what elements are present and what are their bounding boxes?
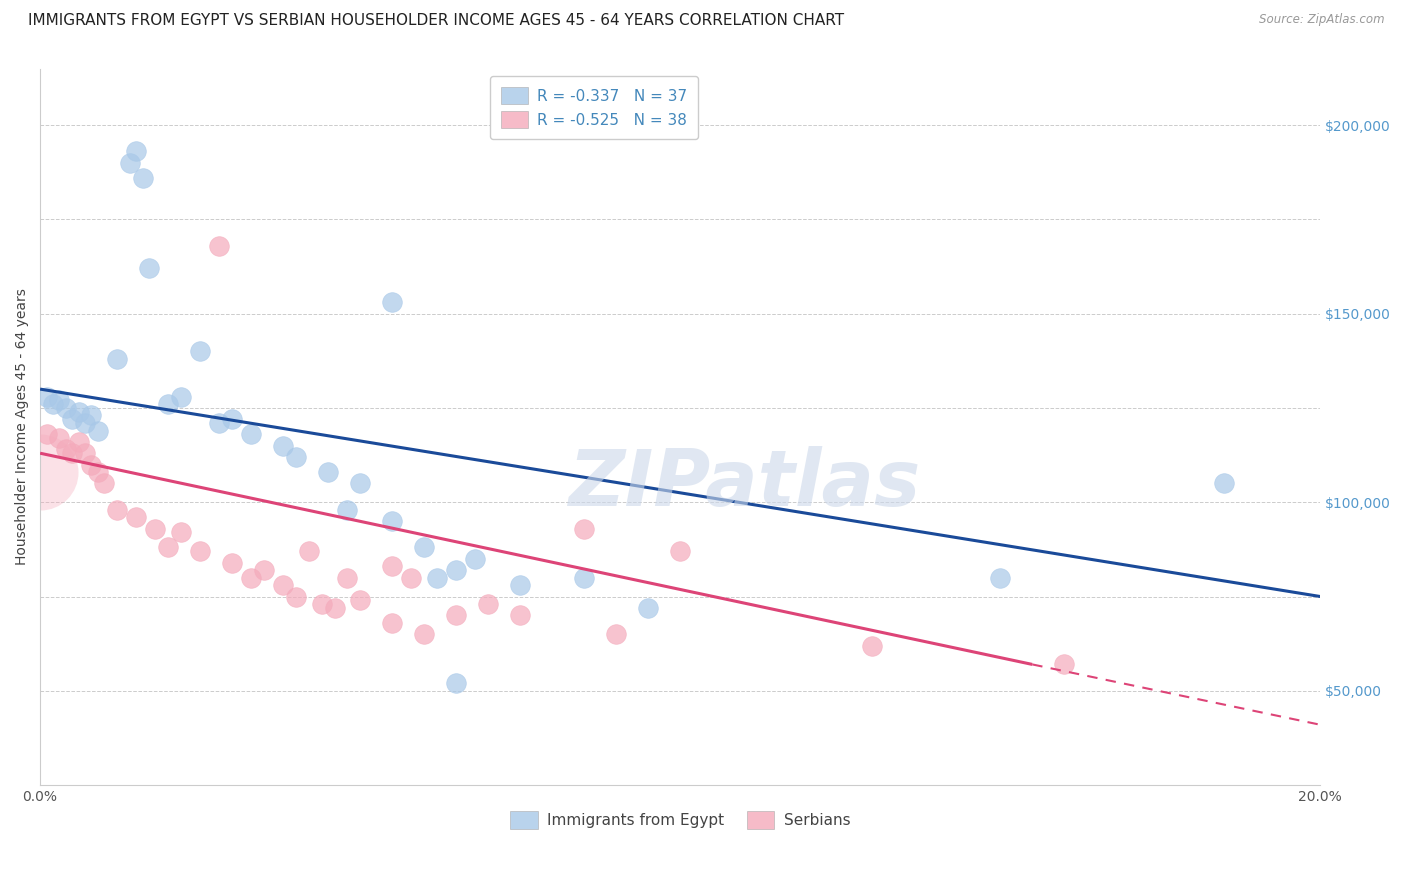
Point [60,446,83,460]
Point [55,442,77,457]
Point [221,556,243,570]
Point [444,563,467,577]
Point [157,541,180,555]
Point [125,145,148,159]
Point [311,597,333,611]
Point [1053,657,1076,672]
Point [87,424,110,438]
Point [143,522,166,536]
Point [572,571,595,585]
Point [80,409,103,423]
Point [285,590,308,604]
Point [323,600,346,615]
Point [316,465,339,479]
Point [30,465,52,479]
Point [73,416,96,430]
Point [1213,476,1236,491]
Point [605,627,627,641]
Point [170,390,193,404]
Point [55,401,77,415]
Point [464,551,486,566]
Legend: Immigrants from Egypt, Serbians: Immigrants from Egypt, Serbians [505,805,856,835]
Point [253,563,276,577]
Point [35,390,58,404]
Point [48,393,70,408]
Point [118,156,141,170]
Point [426,571,449,585]
Point [48,431,70,445]
Point [105,351,128,366]
Point [157,397,180,411]
Point [285,450,308,464]
Point [572,522,595,536]
Point [80,458,103,472]
Point [413,627,436,641]
Point [170,525,193,540]
Point [401,571,423,585]
Point [188,544,211,558]
Point [444,676,467,690]
Text: IMMIGRANTS FROM EGYPT VS SERBIAN HOUSEHOLDER INCOME AGES 45 - 64 YEARS CORRELATI: IMMIGRANTS FROM EGYPT VS SERBIAN HOUSEHO… [28,13,844,29]
Point [336,502,359,516]
Point [509,608,531,623]
Point [221,412,243,426]
Point [637,600,659,615]
Point [298,544,321,558]
Point [381,514,404,528]
Point [381,559,404,574]
Point [240,427,263,442]
Point [93,476,115,491]
Point [509,578,531,592]
Point [988,571,1011,585]
Point [669,544,692,558]
Text: ZIPatlas: ZIPatlas [568,446,921,522]
Point [73,446,96,460]
Point [35,427,58,442]
Point [208,416,231,430]
Point [336,571,359,585]
Point [240,571,263,585]
Point [60,412,83,426]
Point [444,608,467,623]
Point [860,639,883,653]
Point [273,578,295,592]
Point [67,405,90,419]
Point [349,476,371,491]
Point [208,239,231,253]
Point [42,397,65,411]
Point [381,615,404,630]
Point [273,439,295,453]
Point [381,295,404,310]
Point [349,593,371,607]
Point [188,344,211,359]
Text: Source: ZipAtlas.com: Source: ZipAtlas.com [1260,13,1385,27]
Y-axis label: Householder Income Ages 45 - 64 years: Householder Income Ages 45 - 64 years [15,288,30,566]
Point [67,434,90,449]
Point [413,541,436,555]
Point [125,510,148,524]
Point [105,502,128,516]
Point [138,261,160,276]
Point [477,597,499,611]
Point [131,170,153,185]
Point [87,465,110,479]
